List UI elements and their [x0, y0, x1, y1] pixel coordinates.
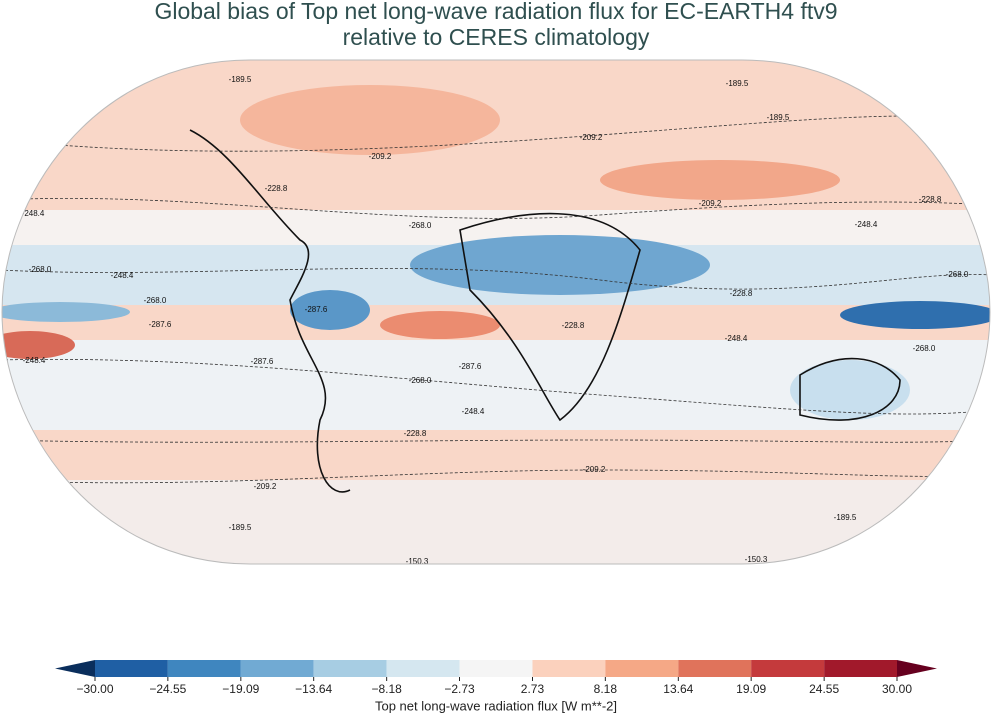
contour-line	[2, 469, 990, 484]
contour-label: -209.2	[699, 199, 722, 208]
title-line: Global bias of Top net long-wave radiati…	[154, 0, 837, 24]
colorbar: −30.00 −24.55 −19.09 −13.64 −8.18 −2.73 2.73 8.…	[55, 660, 937, 696]
contour-label: -268.0	[29, 265, 52, 274]
colorbar-tick-label: 13.64	[663, 682, 693, 696]
contour-label: -209.2	[580, 133, 603, 142]
contour-label: -209.2	[254, 482, 277, 491]
contour-label: -287.6	[305, 305, 328, 314]
contour-label: -287.6	[251, 357, 274, 366]
contour-label: -268.0	[144, 296, 167, 305]
contour-label: -287.6	[149, 320, 172, 329]
colorbar-tick-label: 24.55	[809, 682, 839, 696]
colorbar-tick-label: −13.64	[295, 682, 332, 696]
contour-label: -268.0	[946, 270, 969, 279]
colorbar-tick-label: 30.00	[882, 682, 912, 696]
colorbar-tick-label: −24.55	[149, 682, 186, 696]
contour-label: -150.3	[406, 557, 429, 566]
colorbar-label: Top net long-wave radiation flux [W m**-…	[375, 698, 617, 713]
contour-label: -248.4	[111, 271, 134, 280]
contour-label: -287.6	[459, 362, 482, 371]
field-blob	[840, 301, 990, 329]
field-band	[2, 480, 990, 564]
coastline	[189, 129, 351, 493]
colorbar-bin	[532, 660, 606, 677]
contour-label: -248.4	[23, 356, 46, 365]
colorbar-extend-high	[897, 660, 937, 677]
contour-label: -268.0	[409, 221, 432, 230]
contour-label: -189.5	[726, 79, 749, 88]
field-blob	[2, 331, 75, 359]
contour-label: -248.4	[855, 220, 878, 229]
contour-line	[2, 268, 990, 290]
colorbar-tick-label: −8.18	[371, 682, 402, 696]
colorbar-bin	[678, 660, 752, 677]
colorbar-bin	[751, 660, 825, 677]
colorbar-tick-label: 8.18	[594, 682, 618, 696]
colorbar-extend-low	[55, 660, 95, 677]
coastline	[459, 212, 641, 422]
contour-label: -268.0	[913, 344, 936, 353]
field-blob	[790, 360, 910, 420]
colorbar-tick-label: 19.09	[736, 682, 766, 696]
colorbar-bin	[824, 660, 897, 677]
coastline	[799, 357, 901, 421]
contour-label: -189.5	[229, 75, 252, 84]
colorbar-bin	[459, 660, 533, 677]
contour-label: -248.4	[725, 334, 748, 343]
contour-line	[2, 439, 990, 443]
field-blob	[2, 302, 130, 322]
contour-label: -268.0	[409, 376, 432, 385]
contour-label: -248.4	[22, 209, 45, 218]
colorbar-bin	[167, 660, 241, 677]
field-blob	[410, 235, 710, 295]
field-blob	[380, 311, 500, 339]
contour-label: -228.8	[562, 321, 585, 330]
field-blob	[240, 85, 500, 155]
colorbar-bin	[605, 660, 679, 677]
colorbar-bin	[240, 660, 314, 677]
colorbar-tick-label: −30.00	[76, 682, 113, 696]
field-blob	[600, 160, 840, 200]
contour-labels: -189.5 -189.5 -189.5 -209.2 -209.2 -209.2 -228…	[22, 75, 969, 566]
contour-label: -189.5	[229, 523, 252, 532]
contour-label: -228.8	[404, 429, 427, 438]
contour-label: -248.4	[462, 407, 485, 416]
contour-label: -209.2	[583, 465, 606, 474]
contour-line	[2, 115, 990, 152]
title-line: relative to CERES climatology	[343, 24, 650, 50]
map: -189.5 -189.5 -189.5 -209.2 -209.2 -209.2 -228…	[2, 60, 990, 566]
contour-label: -228.8	[265, 184, 288, 193]
contour-line	[2, 197, 990, 219]
contour-label: -150.3	[745, 555, 768, 564]
contour-label: -228.8	[919, 195, 942, 204]
contour-label: -209.2	[369, 152, 392, 161]
colorbar-tick-label: −19.09	[222, 682, 259, 696]
colorbar-bin	[386, 660, 460, 677]
contour-label: -228.8	[730, 289, 753, 298]
colorbar-tick-label: −2.73	[444, 682, 475, 696]
colorbar-bin	[95, 660, 168, 677]
colorbar-bin	[313, 660, 387, 677]
map-frame	[1, 59, 991, 565]
contour-label: -189.5	[834, 513, 857, 522]
contours	[2, 115, 990, 484]
contour-label: -189.5	[767, 113, 790, 122]
colorbar-tick-label: 2.73	[521, 682, 545, 696]
field-blob	[290, 290, 370, 330]
contour-line	[2, 358, 990, 415]
